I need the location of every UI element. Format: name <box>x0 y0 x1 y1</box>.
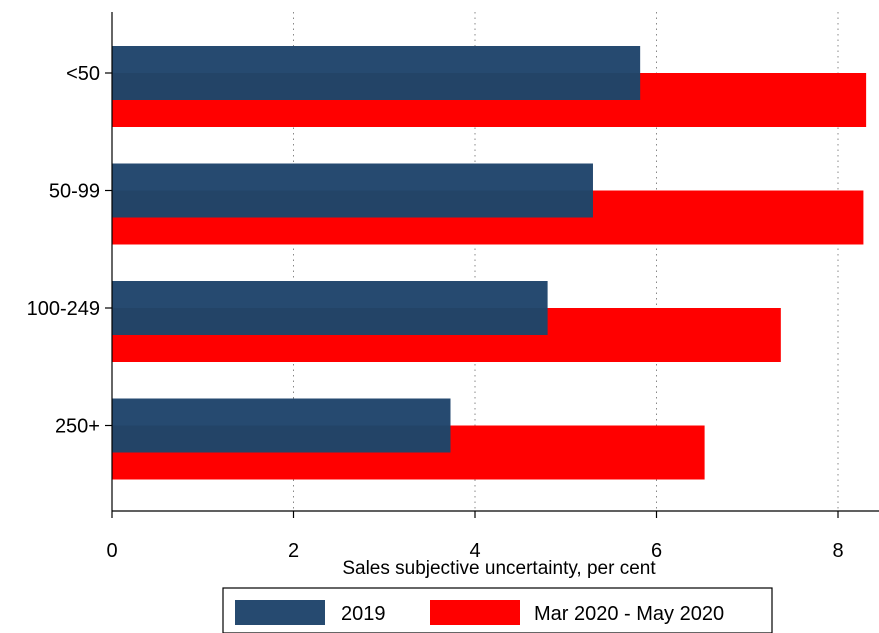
bar-2019-shade <box>112 308 548 335</box>
legend-swatch-2019 <box>235 600 325 625</box>
x-axis-label: Sales subjective uncertainty, per cent <box>342 558 656 579</box>
legend: 2019 Mar 2020 - May 2020 <box>222 587 773 633</box>
x-tick-label: 6 <box>651 540 662 562</box>
x-tick-label: 4 <box>469 540 480 562</box>
y-categories: <50 50-99 100-249 250+ <box>27 63 112 438</box>
y-category-label: 100-249 <box>27 298 100 320</box>
bar-2019 <box>112 163 593 218</box>
bars <box>112 46 867 480</box>
bar-2019 <box>112 46 641 100</box>
bar-2019-shade <box>112 190 593 218</box>
bar-2019-shade <box>112 73 641 100</box>
bar-2019-shade <box>112 425 451 453</box>
y-category-label: 250+ <box>55 416 100 438</box>
legend-label-mar-may-2020: Mar 2020 - May 2020 <box>534 603 724 625</box>
x-tick-label: 8 <box>832 540 843 562</box>
x-tick-label: 2 <box>288 540 299 562</box>
y-category-label: <50 <box>66 63 100 85</box>
bar-2019 <box>112 281 548 335</box>
x-tick-label: 0 <box>106 540 117 562</box>
legend-label-2019: 2019 <box>341 603 386 625</box>
y-category-label: 50-99 <box>49 181 100 203</box>
x-ticks: 0 2 4 6 8 <box>106 511 844 562</box>
bar-2019 <box>112 398 451 453</box>
legend-swatch-mar-may-2020 <box>430 600 520 625</box>
